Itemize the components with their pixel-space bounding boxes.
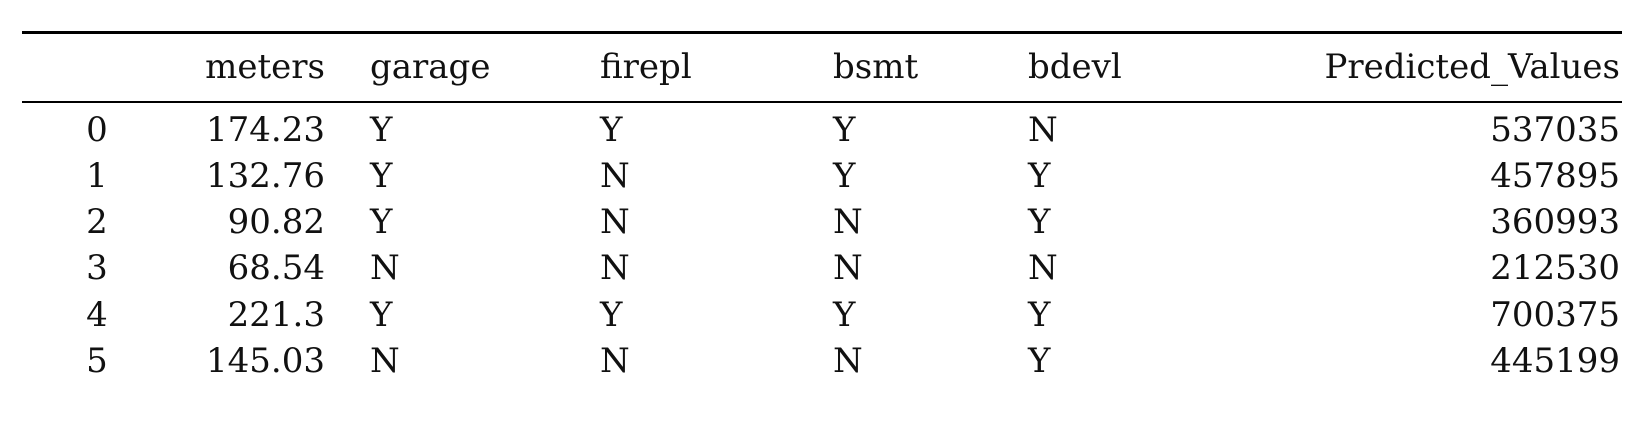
header-rule [22, 101, 1622, 103]
cell-bsmt: Y [833, 295, 856, 335]
cell-garage: Y [370, 202, 393, 242]
top-rule [22, 31, 1622, 34]
cell-bsmt: N [833, 341, 863, 381]
column-header-bdevl: bdevl [1028, 47, 1122, 87]
cell-firepl: Y [600, 110, 623, 150]
cell-bsmt: Y [833, 156, 856, 196]
cell-predicted-values: 212530 [1490, 248, 1620, 288]
cell-firepl: Y [600, 295, 623, 335]
cell-bdevl: N [1028, 248, 1058, 288]
cell-meters: 174.23 [206, 110, 325, 150]
cell-meters: 221.3 [227, 295, 325, 335]
cell-garage: N [370, 341, 400, 381]
row-index: 1 [86, 156, 108, 196]
table-row: 4 221.3 Y Y Y Y 700375 [0, 291, 1642, 339]
cell-firepl: N [600, 202, 630, 242]
cell-garage: Y [370, 156, 393, 196]
column-header-bsmt: bsmt [833, 47, 919, 87]
row-index: 5 [86, 341, 108, 381]
cell-meters: 145.03 [206, 341, 325, 381]
cell-bsmt: Y [833, 110, 856, 150]
cell-firepl: N [600, 248, 630, 288]
cell-meters: 68.54 [227, 248, 325, 288]
cell-bdevl: Y [1028, 341, 1051, 381]
cell-meters: 132.76 [206, 156, 325, 196]
cell-bdevl: Y [1028, 156, 1051, 196]
row-index: 3 [86, 248, 108, 288]
cell-meters: 90.82 [227, 202, 325, 242]
cell-bdevl: Y [1028, 202, 1051, 242]
table-row: 0 174.23 Y Y Y N 537035 [0, 106, 1642, 154]
table-row: 1 132.76 Y N Y Y 457895 [0, 152, 1642, 200]
cell-predicted-values: 360993 [1490, 202, 1620, 242]
column-header-meters: meters [205, 47, 325, 87]
cell-bsmt: N [833, 248, 863, 288]
table-row: 3 68.54 N N N N 212530 [0, 244, 1642, 292]
cell-garage: N [370, 248, 400, 288]
cell-garage: Y [370, 295, 393, 335]
cell-predicted-values: 700375 [1490, 295, 1620, 335]
table-row: 2 90.82 Y N N Y 360993 [0, 198, 1642, 246]
column-header-garage: garage [370, 47, 491, 87]
column-header-firepl: firepl [600, 47, 692, 87]
cell-predicted-values: 457895 [1490, 156, 1620, 196]
cell-bdevl: Y [1028, 295, 1051, 335]
column-header-predicted-values: Predicted_Values [1324, 47, 1620, 87]
row-index: 4 [86, 295, 108, 335]
cell-predicted-values: 445199 [1490, 341, 1620, 381]
cell-bdevl: N [1028, 110, 1058, 150]
cell-bsmt: N [833, 202, 863, 242]
cell-garage: Y [370, 110, 393, 150]
cell-firepl: N [600, 156, 630, 196]
row-index: 2 [86, 202, 108, 242]
cell-firepl: N [600, 341, 630, 381]
table-row: 5 145.03 N N N Y 445199 [0, 337, 1642, 385]
row-index: 0 [86, 110, 108, 150]
cell-predicted-values: 537035 [1490, 110, 1620, 150]
